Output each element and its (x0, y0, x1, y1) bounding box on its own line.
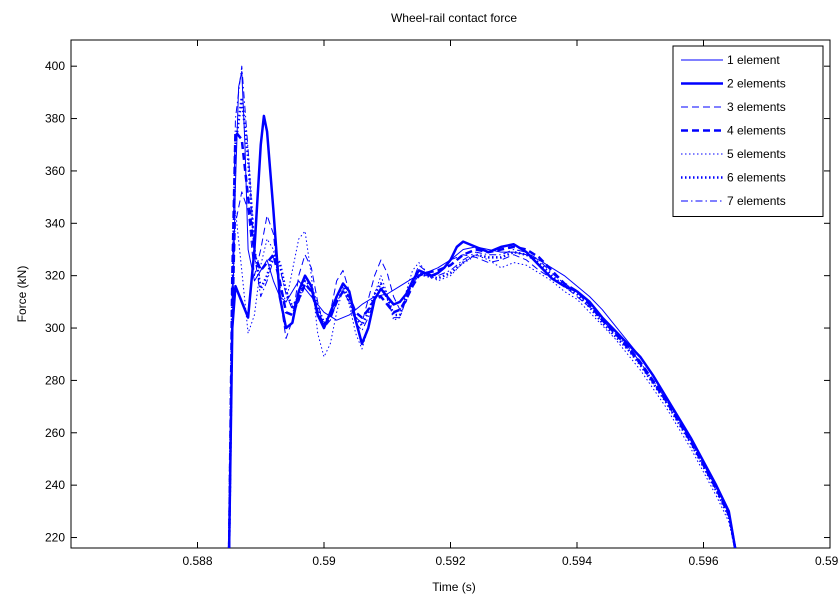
y-axis: 220 240 260 280 300 320 340 360 380 400 (45, 59, 830, 545)
y-tick-label: 260 (45, 426, 65, 440)
y-axis-label: Force (kN) (15, 266, 29, 323)
series-line-4 (227, 130, 737, 548)
legend-entry-label: 5 elements (727, 147, 786, 161)
y-tick-label: 300 (45, 321, 65, 335)
series-layer (227, 65, 737, 548)
series-line-7 (228, 65, 736, 548)
x-tick-label: 0.594 (562, 554, 592, 568)
y-tick-label: 280 (45, 373, 65, 387)
legend-entry-label: 2 elements (727, 77, 786, 91)
y-tick-label: 380 (45, 112, 65, 126)
legend-entry-label: 6 elements (727, 171, 786, 185)
y-tick-label: 400 (45, 59, 65, 73)
y-tick-label: 340 (45, 216, 65, 230)
x-tick-label: 0.592 (435, 554, 465, 568)
y-tick-label: 220 (45, 531, 65, 545)
legend-entry-label: 4 elements (727, 124, 786, 138)
legend-entry-label: 1 element (727, 53, 780, 67)
x-tick-label: 0.598 (815, 554, 839, 568)
y-tick-label: 360 (45, 164, 65, 178)
x-tick-label: 0.596 (688, 554, 718, 568)
x-tick-label: 0.59 (312, 554, 336, 568)
legend-entry-label: 3 elements (727, 100, 786, 114)
legend: 1 element 2 elements 3 elements 4 elements 5… (672, 45, 824, 217)
y-tick-label: 320 (45, 269, 65, 283)
x-axis: 0.588 0.59 0.592 0.594 0.596 0.598 (182, 40, 839, 568)
legend-entry-label: 7 elements (727, 194, 786, 208)
x-axis-label: Time (s) (432, 580, 476, 594)
x-tick-label: 0.588 (182, 554, 212, 568)
series-line-6 (227, 96, 737, 548)
y-tick-label: 240 (45, 478, 65, 492)
chart-title: Wheel-rail contact force (391, 11, 517, 25)
